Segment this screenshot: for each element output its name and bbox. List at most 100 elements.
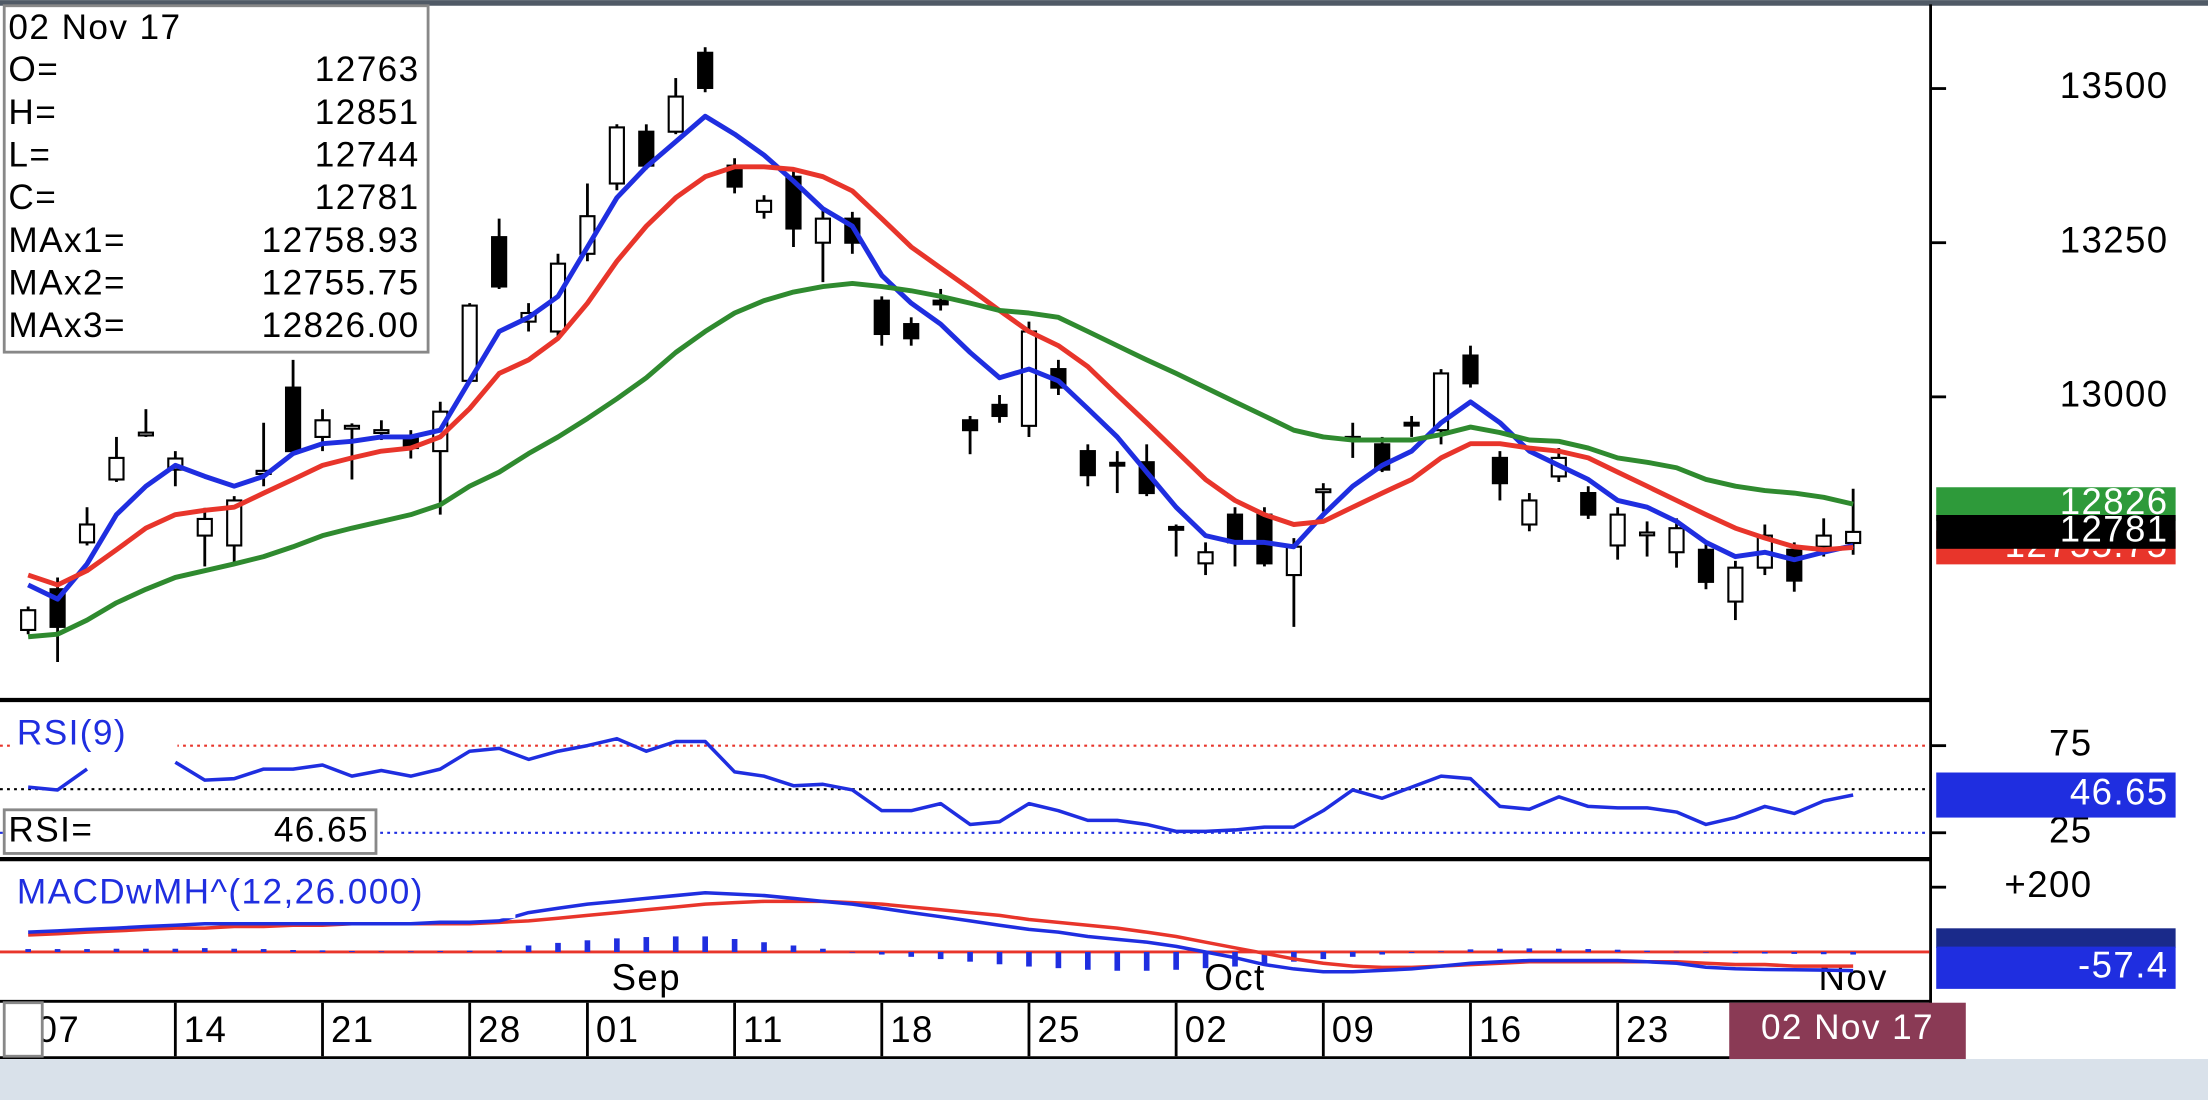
cursor-date: 02 Nov 17 [1761, 1008, 1934, 1047]
candle-body [1580, 491, 1597, 516]
macd-y-tick-label: +200 [2004, 864, 2092, 905]
macd-histogram-bar [1055, 951, 1062, 969]
macd-histogram-bar [1143, 951, 1150, 971]
rsi-readout-value: 46.65 [274, 811, 369, 850]
macd-histogram-bar [878, 951, 885, 955]
x-tick-label: 14 [184, 1009, 228, 1050]
macd-histogram-bar [319, 950, 326, 952]
candle-body [667, 95, 684, 133]
macd-histogram-bar [260, 949, 267, 952]
candle-body [1845, 530, 1862, 545]
macd-histogram-bar [1762, 951, 1768, 954]
macd-histogram-bar [1379, 951, 1385, 955]
macd-histogram-bar [525, 945, 532, 952]
top-border [0, 0, 2208, 6]
macd-histogram-bar [1438, 951, 1444, 953]
candle-body [903, 323, 920, 340]
macd-histogram-bar [1026, 951, 1032, 967]
info-label: C= [8, 178, 57, 217]
candle-body [1197, 551, 1214, 565]
macd-histogram-bar [1820, 951, 1827, 955]
candle-body [932, 299, 949, 306]
macd-histogram-bar [1085, 951, 1091, 970]
info-label: L= [8, 136, 51, 175]
macd-histogram-bar [761, 942, 767, 952]
price-badge-label: 12781 [2060, 509, 2169, 550]
candle-body [1638, 531, 1656, 537]
macd-histogram-bar [1644, 950, 1650, 952]
candle-body [108, 456, 125, 481]
macd-histogram-bar [555, 942, 561, 952]
macd-histogram-bar [1673, 951, 1680, 953]
info-label: H= [8, 93, 57, 132]
macd-histogram-bar [820, 948, 826, 952]
candle-body [785, 175, 802, 230]
moving-average-line [27, 164, 1854, 588]
macd-badge-label: -57.4 [2078, 944, 2169, 985]
macd-histogram-bar [231, 948, 238, 952]
macd-histogram-bar [1467, 949, 1474, 952]
macd-histogram-bar [1526, 948, 1533, 952]
macd-title-background [11, 870, 516, 919]
macd-histogram-bar [584, 940, 591, 952]
candle-body [137, 431, 155, 437]
info-value: 12826.00 [262, 306, 420, 345]
info-value: 12763 [315, 50, 420, 89]
macd-histogram-bar [1614, 949, 1621, 952]
macd-histogram-bar [1555, 948, 1562, 952]
rsi-title: RSI(9) [17, 713, 127, 752]
candle-body [1491, 456, 1509, 485]
candle-body [1315, 488, 1332, 494]
y-tick-label: 13000 [2060, 374, 2169, 415]
x-tick-label: 09 [1332, 1009, 1376, 1050]
macd-histogram-bar [349, 950, 355, 952]
info-value: 12781 [315, 178, 420, 217]
macd-histogram-bar [731, 939, 738, 952]
cursor-date-box [1729, 1002, 1966, 1060]
macd-histogram-bar [408, 951, 414, 953]
macd-histogram-bar [1202, 951, 1209, 969]
candle-body [697, 51, 714, 89]
macd-histogram-bar [937, 951, 944, 960]
macd-histogram-bar [1497, 948, 1503, 952]
macd-histogram-bar [1349, 951, 1356, 957]
macd-histogram-bar [1703, 951, 1709, 953]
macd-histogram-bar [378, 951, 385, 953]
macd-histogram-bar [1291, 951, 1297, 962]
macd-histogram-bar [996, 951, 1003, 965]
macd-histogram-bar [1850, 951, 1856, 955]
candle-body [284, 386, 302, 453]
candle-body [196, 517, 213, 537]
candle-body [1403, 421, 1420, 427]
moving-average-line [27, 113, 1854, 602]
macd-histogram-bar [1173, 951, 1179, 970]
candle-body [1786, 548, 1803, 582]
y-tick-label: 13250 [2060, 219, 2169, 260]
macd-histogram-bar [113, 948, 120, 952]
info-value: 12744 [315, 136, 420, 175]
macd-histogram-bar [849, 951, 856, 953]
macd-histogram-bar [1261, 951, 1268, 965]
macd-histogram-bar [172, 948, 179, 952]
price-badge [1936, 515, 2176, 549]
macd-badge [1936, 946, 2176, 989]
candle-body [814, 217, 832, 244]
moving-average-line [27, 280, 1854, 640]
macd-histogram-bar [25, 949, 31, 952]
macd-histogram-bar [967, 951, 973, 962]
macd-histogram-bar [54, 949, 61, 952]
macd-histogram-bar [143, 948, 149, 952]
candle-body [20, 609, 37, 631]
macd-histogram-bar [614, 938, 620, 952]
candle-body [1432, 372, 1450, 432]
candle-body [314, 419, 331, 438]
candle-body [1168, 525, 1185, 531]
candle-body [1727, 566, 1744, 603]
info-value: 12758.93 [262, 221, 420, 260]
info-label: MAx3= [8, 306, 126, 345]
x-month-label: Sep [612, 957, 681, 998]
macd-histogram-bar [466, 950, 473, 952]
candle-body [343, 424, 361, 430]
macd-histogram-bar [201, 948, 208, 952]
